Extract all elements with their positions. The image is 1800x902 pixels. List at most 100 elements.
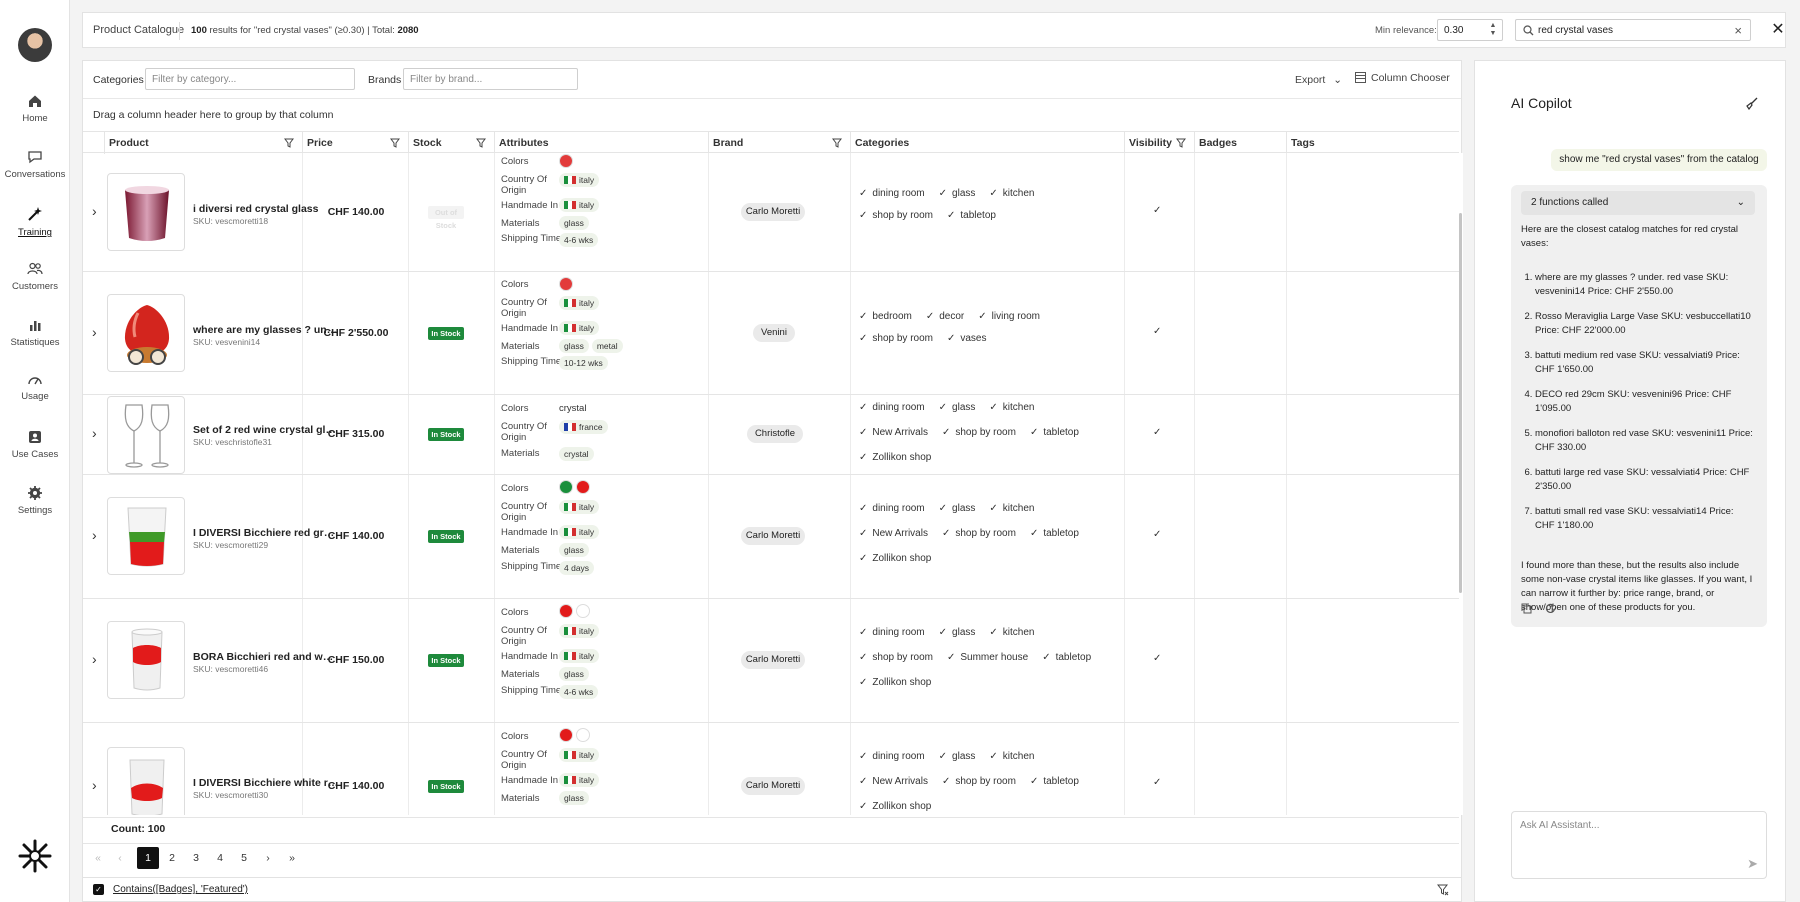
- categories-cell: ✓ dining room ✓ glass ✓ kitchen ✓ shop by room…: [851, 153, 1125, 271]
- export-button[interactable]: Export ⌄: [1295, 74, 1343, 86]
- category-filter-input[interactable]: Filter by category...: [145, 68, 355, 90]
- column-header-brand[interactable]: Brand: [709, 132, 851, 154]
- filter-icon[interactable]: [476, 138, 486, 148]
- page-button[interactable]: 3: [193, 852, 199, 864]
- brand-filter-input[interactable]: Filter by brand...: [403, 68, 578, 90]
- next-page-icon[interactable]: ›: [266, 852, 270, 864]
- table-row[interactable]: › I DIVERSI Bicchiere red green glass SK…: [83, 475, 1459, 599]
- check-icon: ✓: [989, 503, 998, 514]
- chevron-right-icon[interactable]: ›: [92, 324, 97, 340]
- chevron-right-icon[interactable]: ›: [92, 777, 97, 793]
- search-input[interactable]: red crystal vases ×: [1515, 19, 1751, 41]
- sidebar-item-settings[interactable]: Settings: [0, 486, 70, 516]
- column-chooser-button[interactable]: Column Chooser: [1355, 72, 1450, 84]
- chevron-right-icon[interactable]: ›: [92, 425, 97, 441]
- page-button[interactable]: 2: [169, 852, 175, 864]
- table-row[interactable]: › I DIVERSI Bicchiere white red glass SK…: [83, 723, 1459, 815]
- send-icon[interactable]: ➤: [1747, 856, 1758, 871]
- attr-label-country: Country Of Origin: [501, 749, 547, 771]
- column-header-attributes[interactable]: Attributes: [495, 132, 709, 154]
- page-button[interactable]: 1: [137, 847, 159, 869]
- page-button[interactable]: 5: [241, 852, 247, 864]
- attributes-cell: Colors Country Of Origin italy Handmade …: [495, 153, 709, 271]
- filter-icon[interactable]: [284, 138, 294, 148]
- column-header-visibility[interactable]: Visibility: [1125, 132, 1195, 154]
- check-icon: ✓: [859, 528, 868, 539]
- visibility-check-icon[interactable]: ✓: [1153, 205, 1162, 216]
- sidebar-item-statistiques[interactable]: Statistiques: [0, 318, 70, 348]
- visibility-check-icon[interactable]: ✓: [1153, 529, 1162, 540]
- refresh-icon[interactable]: [1545, 603, 1556, 614]
- column-header-categories[interactable]: Categories: [851, 132, 1125, 154]
- visibility-check-icon[interactable]: ✓: [1153, 326, 1162, 337]
- table-row[interactable]: › Set of 2 red wine crystal glasses SKU:…: [83, 395, 1459, 475]
- home-icon: [29, 95, 41, 107]
- check-icon: ✓: [859, 776, 868, 787]
- grid-scrollbar[interactable]: [1459, 153, 1463, 815]
- table-row[interactable]: › where are my glasses ? under, red vase…: [83, 272, 1459, 395]
- ask-assistant-input[interactable]: Ask AI Assistant... ➤: [1511, 811, 1767, 879]
- attr-label-materials: Materials: [501, 448, 540, 459]
- attr-label-country: Country Of Origin: [501, 174, 547, 196]
- message-actions: [1521, 603, 1556, 617]
- visibility-check-icon[interactable]: ✓: [1153, 427, 1162, 438]
- min-relevance-stepper[interactable]: 0.30 ▲ ▼: [1437, 19, 1503, 41]
- check-icon: ✓: [859, 553, 868, 564]
- group-panel-hint[interactable]: Drag a column header here to group by th…: [93, 109, 334, 121]
- column-header-product[interactable]: Product: [105, 132, 303, 154]
- filter-icon[interactable]: [832, 138, 842, 148]
- close-button[interactable]: ✕: [1771, 21, 1785, 38]
- filter-expression[interactable]: Contains([Badges], 'Featured'): [113, 884, 248, 895]
- visibility-check-icon[interactable]: ✓: [1153, 777, 1162, 788]
- attr-colors: [559, 154, 576, 168]
- sidebar-item-conversations[interactable]: Conversations: [0, 150, 70, 180]
- avatar[interactable]: [18, 28, 52, 62]
- broom-icon[interactable]: [1745, 97, 1758, 110]
- price-value: CHF 140.00: [327, 530, 385, 542]
- sidebar-item-label: Usage: [21, 391, 49, 402]
- check-icon: ✓: [1042, 652, 1051, 663]
- sidebar-item-use-cases[interactable]: Use Cases: [0, 430, 70, 460]
- badges-cell: [1195, 723, 1287, 815]
- first-page-icon[interactable]: «: [95, 852, 101, 864]
- divider: [179, 22, 180, 40]
- chevron-right-icon[interactable]: ›: [92, 203, 97, 219]
- chevron-right-icon[interactable]: ›: [92, 527, 97, 543]
- scrollbar-thumb[interactable]: [1459, 213, 1462, 593]
- column-header-badges[interactable]: Badges: [1195, 132, 1287, 154]
- clear-filter-icon[interactable]: [1437, 884, 1449, 896]
- badges-cell: [1195, 395, 1287, 474]
- sidebar-item-usage[interactable]: Usage: [0, 374, 70, 402]
- visibility-check-icon[interactable]: ✓: [1153, 653, 1162, 664]
- attr-colors: [559, 728, 593, 742]
- column-header-stock[interactable]: Stock: [409, 132, 495, 154]
- sidebar-item-customers[interactable]: Customers: [0, 262, 70, 292]
- functions-called-toggle[interactable]: 2 functions called ⌄: [1521, 191, 1755, 215]
- gear-icon: [28, 486, 42, 500]
- table-row[interactable]: › i diversi red crystal glass SKU: vescm…: [83, 153, 1459, 272]
- sidebar-item-label: Statistiques: [10, 337, 60, 348]
- brand-pill: Carlo Moretti: [741, 527, 805, 545]
- last-page-icon[interactable]: »: [289, 852, 295, 864]
- attr-label-country: Country Of Origin: [501, 501, 547, 523]
- attr-country: france: [559, 420, 611, 434]
- chevron-right-icon[interactable]: ›: [92, 651, 97, 667]
- stepper-arrows-icon[interactable]: ▲ ▼: [1489, 22, 1497, 37]
- copy-icon[interactable]: [1521, 603, 1532, 614]
- stock-cell: In Stock: [409, 475, 495, 598]
- filter-icon[interactable]: [390, 138, 400, 148]
- filter-enabled-checkbox[interactable]: ✓: [93, 884, 104, 895]
- check-icon: ✓: [859, 402, 868, 413]
- filter-icon[interactable]: [1176, 138, 1186, 148]
- sidebar-item-training[interactable]: Training: [0, 206, 70, 238]
- clear-search-icon[interactable]: ×: [1734, 23, 1742, 38]
- column-header-price[interactable]: Price: [303, 132, 409, 154]
- column-header-tags[interactable]: Tags: [1291, 137, 1315, 149]
- color-swatch: [559, 728, 573, 742]
- sidebar-item-home[interactable]: Home: [0, 94, 70, 124]
- table-row[interactable]: › BORA Bicchieri red and white glass SKU…: [83, 599, 1459, 723]
- attr-label-materials: Materials: [501, 218, 540, 229]
- page-button[interactable]: 4: [217, 852, 223, 864]
- prev-page-icon[interactable]: ‹: [118, 852, 122, 864]
- tags-cell: [1287, 272, 1459, 394]
